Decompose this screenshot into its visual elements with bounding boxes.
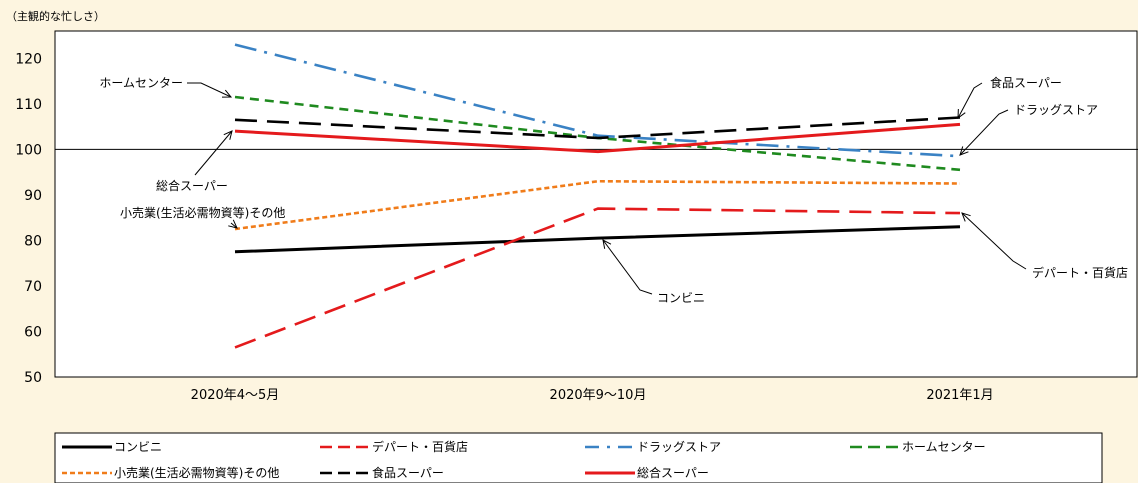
annotation-label: コンビニ [657,291,705,305]
series-line [234,179,961,231]
annotation-leader [602,239,653,295]
annotation-leader [959,109,1009,156]
legend-label: 総合スーパー [637,465,709,480]
y-axis-label: （主観的な忙しさ） [6,9,105,23]
legend-label: ドラッグストア [637,440,721,454]
annotation-arrow [959,146,969,156]
y-tick-label: 110 [15,97,42,113]
y-tick-label: 60 [24,324,42,340]
annotation-leader [957,82,983,119]
annotation-arrow [228,219,238,229]
y-tick-label: 120 [15,51,42,67]
series-line [234,122,961,154]
series-line [234,43,961,158]
y-tick-label: 70 [24,279,42,295]
annotation-leader [194,130,233,176]
legend-label: 食品スーパー [372,465,444,480]
legend-label: デパート・百貨店 [372,439,468,454]
legend-box [54,432,1103,483]
series-line [234,116,961,140]
annotation-arrow [221,89,233,98]
annotation-arrow [957,108,966,120]
y-tick-label: 50 [24,370,42,386]
x-tick-label: 2021年1月 [926,388,993,403]
annotation-leader [961,212,1027,270]
annotation-leader [230,222,238,229]
annotation-label: 総合スーパー [156,178,228,193]
legend-label: 小売業(生活必需物資等)その他 [114,465,279,480]
annotation-arrow [961,212,971,222]
series-line [234,225,961,254]
y-tick-label: 100 [15,142,42,158]
annotation-label: 小売業(生活必需物資等)その他 [120,205,285,220]
annotation-arrow [602,239,612,249]
annotation-label: 食品スーパー [990,75,1062,90]
annotation-leader [187,82,232,98]
x-tick-label: 2020年4～5月 [191,388,280,403]
annotation-label: ドラッグストア [1014,103,1098,117]
plot-area [54,30,1138,378]
series-line [234,207,961,349]
annotation-label: デパート・百貨店 [1032,265,1128,280]
x-tick-label: 2020年9～10月 [550,388,647,403]
annotation-label: ホームセンター [99,76,183,90]
annotation-arrow [223,130,233,140]
y-tick-label: 90 [24,188,42,204]
legend-label: ホームセンター [902,440,986,454]
legend-label: コンビニ [114,440,162,454]
y-tick-label: 80 [24,233,42,249]
